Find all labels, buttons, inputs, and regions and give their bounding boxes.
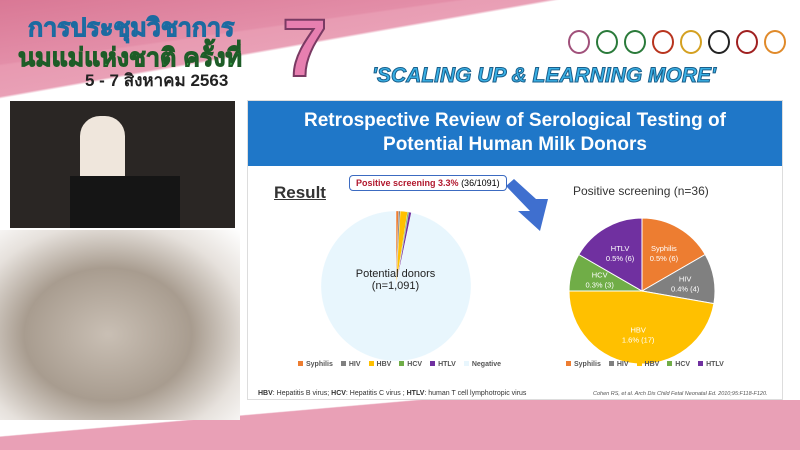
right-legend: Syphilis HIV HBV HCV HTLV — [566, 361, 724, 368]
legend-item: HCV — [399, 361, 422, 368]
callout-rest: (36/1091) — [461, 178, 500, 188]
left-pie-label2: (n=1,091) — [371, 280, 420, 292]
slice-label: 0.3% (3) — [586, 281, 615, 290]
arrow-icon — [506, 179, 548, 231]
fn-abbr: HTLV — [406, 390, 425, 397]
left-legend: Syphilis HIV HBV HCV HTLV Negative — [298, 361, 501, 368]
pie-slice-syphilis — [641, 217, 706, 292]
presentation-slide: Retrospective Review of Serological Test… — [247, 100, 783, 400]
slice-label: 1.6% (17) — [622, 336, 655, 345]
legend-item: HTLV — [430, 361, 456, 368]
pie-slice-hbv — [568, 290, 715, 365]
slice-label: HCV — [592, 271, 608, 280]
legend-item: Negative — [463, 361, 501, 368]
pie-slice-negative — [320, 210, 472, 362]
legend-item: HBV — [368, 361, 391, 368]
slice-label: HBV — [630, 326, 645, 335]
child-photo — [0, 230, 240, 420]
fn-text: : Hepatitis C virus ; — [345, 390, 407, 397]
logo-icon — [764, 30, 786, 54]
conference-title-line2: นมแม่แห่งชาติ ครั้งที่ — [18, 44, 243, 73]
result-heading: Result — [274, 183, 326, 202]
edition-number: 7 — [281, 2, 329, 95]
slide-title-line1: Retrospective Review of Serological Test… — [304, 110, 726, 131]
legend-item: HCV — [667, 361, 690, 368]
fn-abbr: HBV — [258, 390, 273, 397]
slogan: 'SCALING UP & LEARNING MORE' — [371, 64, 717, 88]
legend-item: Syphilis — [298, 361, 333, 368]
legend-item: HBV — [636, 361, 659, 368]
right-chart-title: Positive screening (n=36) — [573, 184, 709, 198]
citation: Cohen RS, et al. Arch Dis Child Fetal Ne… — [593, 391, 768, 397]
legend-item: Syphilis — [566, 361, 601, 368]
pie-slice-htlv — [578, 217, 643, 292]
slice-label: 0.5% (6) — [606, 254, 635, 263]
callout-bold: Positive screening 3.3% — [356, 178, 459, 188]
slice-label: 0.5% (6) — [650, 254, 679, 263]
legend-item: HIV — [608, 361, 629, 368]
slide-title-line2: Potential Human Milk Donors — [383, 134, 647, 155]
logo-icon — [624, 30, 646, 54]
legend-item: HTLV — [698, 361, 724, 368]
slice-label: Syphilis — [651, 244, 677, 253]
slice-label: 0.4% (4) — [671, 284, 700, 293]
fn-abbr: HCV — [331, 390, 346, 397]
logo-icon — [652, 30, 674, 54]
fn-text: : Hepatitis B virus; — [272, 390, 332, 397]
fn-text: : human T cell lymphotropic virus — [424, 390, 527, 397]
podium — [70, 176, 180, 228]
logo-icon — [568, 30, 590, 54]
left-pie-label1: Potential donors — [355, 268, 436, 280]
slice-label: HTLV — [611, 244, 630, 253]
legend-item: HIV — [340, 361, 361, 368]
logo-icon — [680, 30, 702, 54]
logo-icon — [736, 30, 758, 54]
logo-icon — [596, 30, 618, 54]
left-pie-label: Potential donors (n=1,091) — [343, 268, 448, 292]
footnote: HBV: Hepatitis B virus; HCV: Hepatitis C… — [258, 390, 526, 397]
conference-title-line1: การประชุมวิชาการ — [27, 14, 235, 43]
conference-dates: 5 - 7 สิงหาคม 2563 — [85, 71, 229, 90]
slice-label: HIV — [679, 274, 692, 283]
speaker-video — [10, 101, 235, 228]
sponsor-logos — [568, 30, 786, 54]
logo-icon — [708, 30, 730, 54]
callout-box: Positive screening 3.3% (36/1091) — [349, 175, 507, 191]
slide-title: Retrospective Review of Serological Test… — [248, 101, 782, 166]
